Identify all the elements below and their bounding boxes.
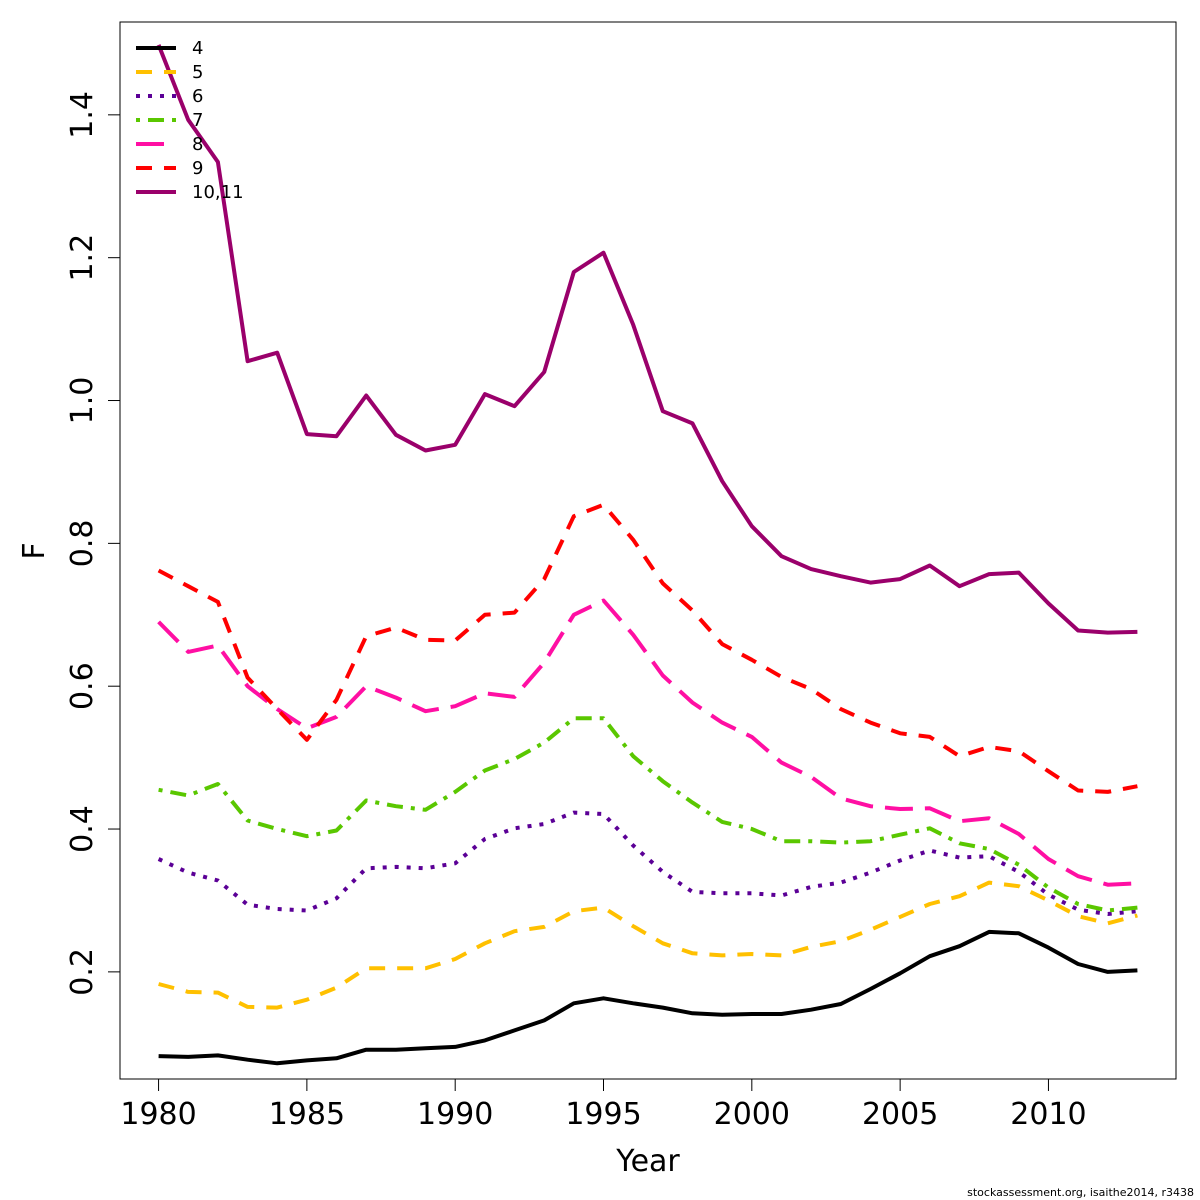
series-line-7: [158, 716, 1138, 913]
y-axis: 0.2 0.4 0.6 0.8 1.0 1.2 1.4: [65, 91, 121, 996]
x-tick-label: 1990: [417, 1097, 493, 1132]
legend-label: 4: [192, 38, 203, 59]
series-line-5: [158, 880, 1138, 1010]
y-tick-label: 0.8: [65, 519, 100, 567]
y-tick-label: 1.4: [65, 91, 100, 139]
y-axis-title: F: [17, 542, 52, 559]
x-tick-label: 1985: [269, 1097, 345, 1132]
x-tick-label: 1995: [565, 1097, 641, 1132]
x-axis-title: Year: [615, 1144, 680, 1179]
legend-label: 8: [192, 134, 203, 155]
y-tick-label: 0.4: [65, 805, 100, 853]
series-line-4: [158, 929, 1138, 1066]
x-tick-label: 2005: [862, 1097, 938, 1132]
series-line-8: [157, 598, 1138, 887]
plot-frame: [119, 21, 1177, 1080]
legend-label: 9: [192, 158, 203, 179]
series-line-6: [157, 810, 1138, 916]
y-tick-label: 0.6: [65, 662, 100, 710]
x-axis: 1980 1985 1990 1995 2000 2005 2010: [120, 1078, 1087, 1132]
y-tick-label: 1.2: [65, 234, 100, 282]
x-tick-label: 2010: [1010, 1097, 1086, 1132]
legend-label: 10,11: [192, 182, 244, 203]
series-line-10-11: [156, 44, 1138, 635]
y-tick-label: 0.2: [65, 948, 100, 996]
series-line-9: [157, 502, 1138, 794]
legend: 4 5 6 7 8 9 10,11: [136, 38, 244, 203]
legend-label: 7: [192, 110, 203, 131]
x-tick-label: 1980: [120, 1097, 196, 1132]
legend-label: 6: [192, 86, 203, 107]
legend-label: 5: [192, 62, 203, 83]
y-tick-label: 1.0: [65, 377, 100, 425]
series-layer: [156, 44, 1138, 1066]
footer-credit: stockassessment.org, isaithe2014, r3438: [967, 1186, 1194, 1199]
x-tick-label: 2000: [714, 1097, 790, 1132]
